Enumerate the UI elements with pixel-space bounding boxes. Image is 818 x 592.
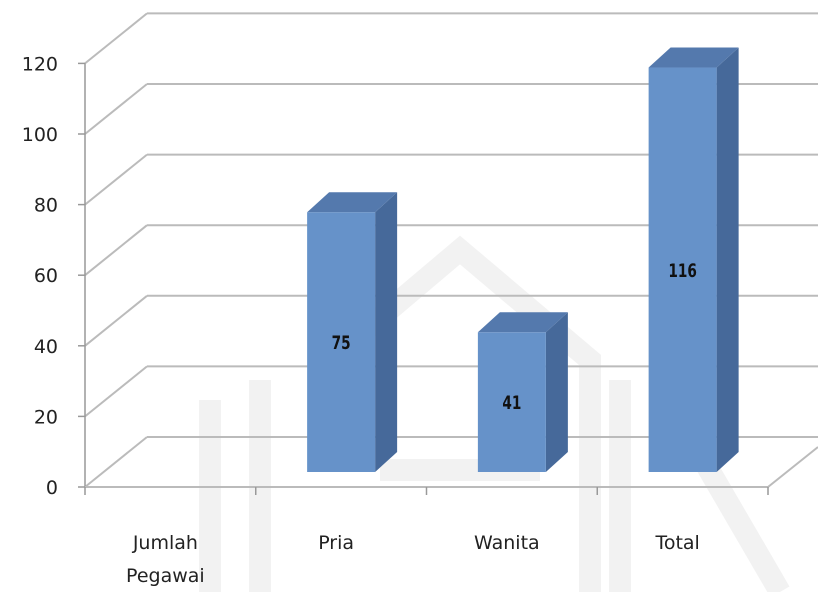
y-tick-label: 120 (22, 53, 58, 75)
gridline-side (84, 83, 148, 135)
bar: 41 (477, 312, 568, 472)
bar-front (648, 67, 717, 473)
y-tick-labels: 0 20 40 60 80 100 120 (22, 53, 58, 499)
y-tick-label: 60 (34, 265, 58, 287)
gridline-side (84, 12, 148, 65)
data-label: 116 (668, 260, 697, 282)
x-tick-labels: Jumlah Pegawai Pria Wanita Total (126, 532, 700, 587)
gridline-side (84, 436, 148, 488)
bars: 75 41 116 (307, 47, 739, 473)
gridline-side (84, 295, 148, 347)
y-tick-label: 100 (22, 124, 58, 146)
x-tick-label: Pegawai (126, 565, 205, 587)
data-label: 41 (502, 393, 521, 415)
gridline-side (84, 153, 148, 206)
bar-side (716, 47, 739, 473)
x-tick-label: Jumlah (132, 532, 198, 554)
floor-edge (767, 446, 818, 488)
x-tick-label: Wanita (474, 532, 540, 554)
data-label: 75 (332, 333, 351, 355)
bar: 116 (648, 47, 739, 473)
bar-side (545, 312, 568, 472)
y-tick-label: 80 (34, 195, 58, 217)
y-tick-label: 40 (34, 336, 58, 358)
bar: 75 (307, 192, 398, 472)
y-tick-label: 0 (46, 477, 58, 499)
bar-top (477, 312, 568, 333)
x-tick-label: Total (654, 532, 699, 554)
bar-side (375, 192, 398, 472)
y-tick-label: 20 (34, 406, 58, 428)
axes (78, 62, 818, 495)
bar-front (477, 332, 546, 472)
gridline-side (84, 365, 148, 418)
bar-top (307, 192, 398, 213)
gridline-side (84, 224, 148, 276)
bar-front (307, 212, 376, 472)
bar-top (648, 47, 739, 68)
x-tick-label: Pria (318, 532, 354, 554)
